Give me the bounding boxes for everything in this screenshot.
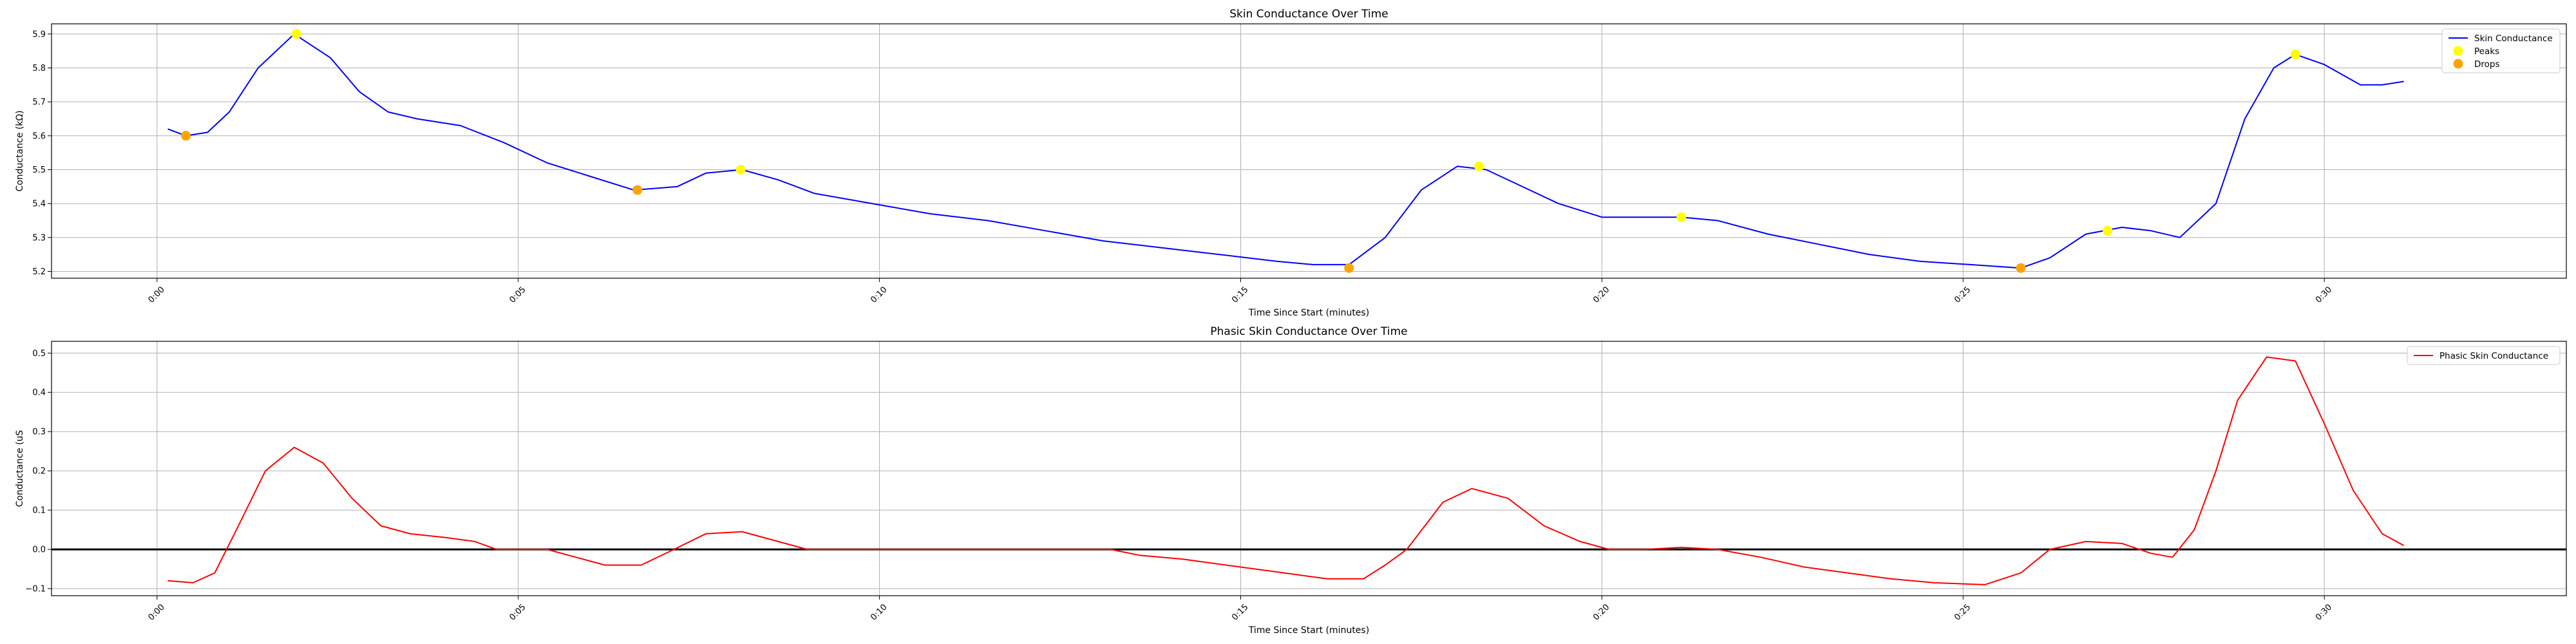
- conductance-legend-label: Skin Conductance: [2474, 33, 2553, 44]
- phasic-y-tick-label: 0.4: [32, 388, 46, 398]
- conductance-y-tick-label: 5.4: [32, 200, 46, 209]
- phasic-legend-box: [2407, 346, 2561, 365]
- conductance-drops-point: [2016, 263, 2026, 273]
- conductance-legend: Skin Conductance Peaks Drops: [2441, 28, 2561, 73]
- phasic-y-tick-label: 0.1: [32, 506, 46, 516]
- conductance-peaks-point: [2103, 225, 2113, 236]
- conductance-peaks-point: [2290, 49, 2300, 59]
- conductance-y-tick-label: 5.6: [32, 131, 46, 141]
- phasic-legend: Phasic Skin Conductance: [2407, 346, 2561, 365]
- conductance-peaks-point: [291, 29, 301, 39]
- phasic-legend-label: Phasic Skin Conductance: [2439, 351, 2548, 361]
- conductance-peaks-point: [735, 164, 746, 175]
- phasic-y-tick-label: 0.5: [32, 349, 46, 359]
- conductance-drops-point: [181, 131, 191, 141]
- conductance-drops-point: [1344, 263, 1354, 273]
- phasic-y-tick-label: 0.0: [32, 545, 46, 555]
- phasic-x-axis-label: Time Since Start (minutes): [1248, 625, 1369, 636]
- conductance-legend-label: Drops: [2474, 59, 2500, 70]
- conductance-legend-marker-swatch: [2453, 59, 2463, 69]
- conductance-y-tick-label: 5.9: [32, 30, 46, 39]
- conductance-x-axis-label: Time Since Start (minutes): [1248, 308, 1369, 318]
- conductance-panel: 0:00 0:05 0:10 0:15 0:20 0:25 0:305.25.35.45.5…: [15, 8, 2567, 318]
- phasic-axes-frame: [51, 341, 2567, 596]
- conductance-peaks-point: [1676, 212, 1687, 222]
- conductance-y-tick-label: 5.7: [32, 98, 46, 108]
- phasic-y-axis-label: Conductance (uS: [15, 430, 25, 507]
- conductance-y-axis-label: Conductance (kΩ): [15, 110, 25, 191]
- phasic-y-tick-label: −0.1: [25, 585, 46, 594]
- phasic-series-line: [167, 356, 2405, 585]
- conductance-y-tick-label: 5.5: [32, 166, 46, 175]
- conductance-y-tick-label: 5.8: [32, 64, 46, 73]
- phasic-y-tick-label: 0.2: [32, 467, 46, 477]
- conductance-legend-marker-swatch: [2453, 46, 2463, 56]
- phasic-chart-title: Phasic Skin Conductance Over Time: [1210, 325, 1407, 338]
- conductance-peaks-point: [1474, 161, 1484, 171]
- conductance-chart-title: Skin Conductance Over Time: [1229, 8, 1388, 21]
- conductance-drops-point: [632, 185, 643, 195]
- conductance-legend-label: Peaks: [2474, 46, 2499, 57]
- conductance-y-tick-label: 5.3: [32, 233, 46, 243]
- conductance-y-tick-label: 5.2: [32, 267, 46, 277]
- conductance-legend-box: [2441, 28, 2561, 73]
- conductance-axes-frame: [51, 23, 2567, 279]
- phasic-y-tick-label: 0.3: [32, 428, 46, 437]
